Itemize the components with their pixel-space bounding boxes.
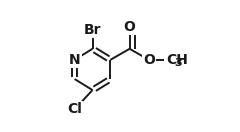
Text: Br: Br: [84, 23, 101, 37]
Text: CH: CH: [167, 53, 189, 67]
Text: O: O: [143, 53, 155, 67]
Text: Cl: Cl: [67, 102, 82, 116]
Text: N: N: [69, 53, 80, 67]
Text: O: O: [124, 20, 136, 34]
Text: 3: 3: [174, 58, 182, 68]
